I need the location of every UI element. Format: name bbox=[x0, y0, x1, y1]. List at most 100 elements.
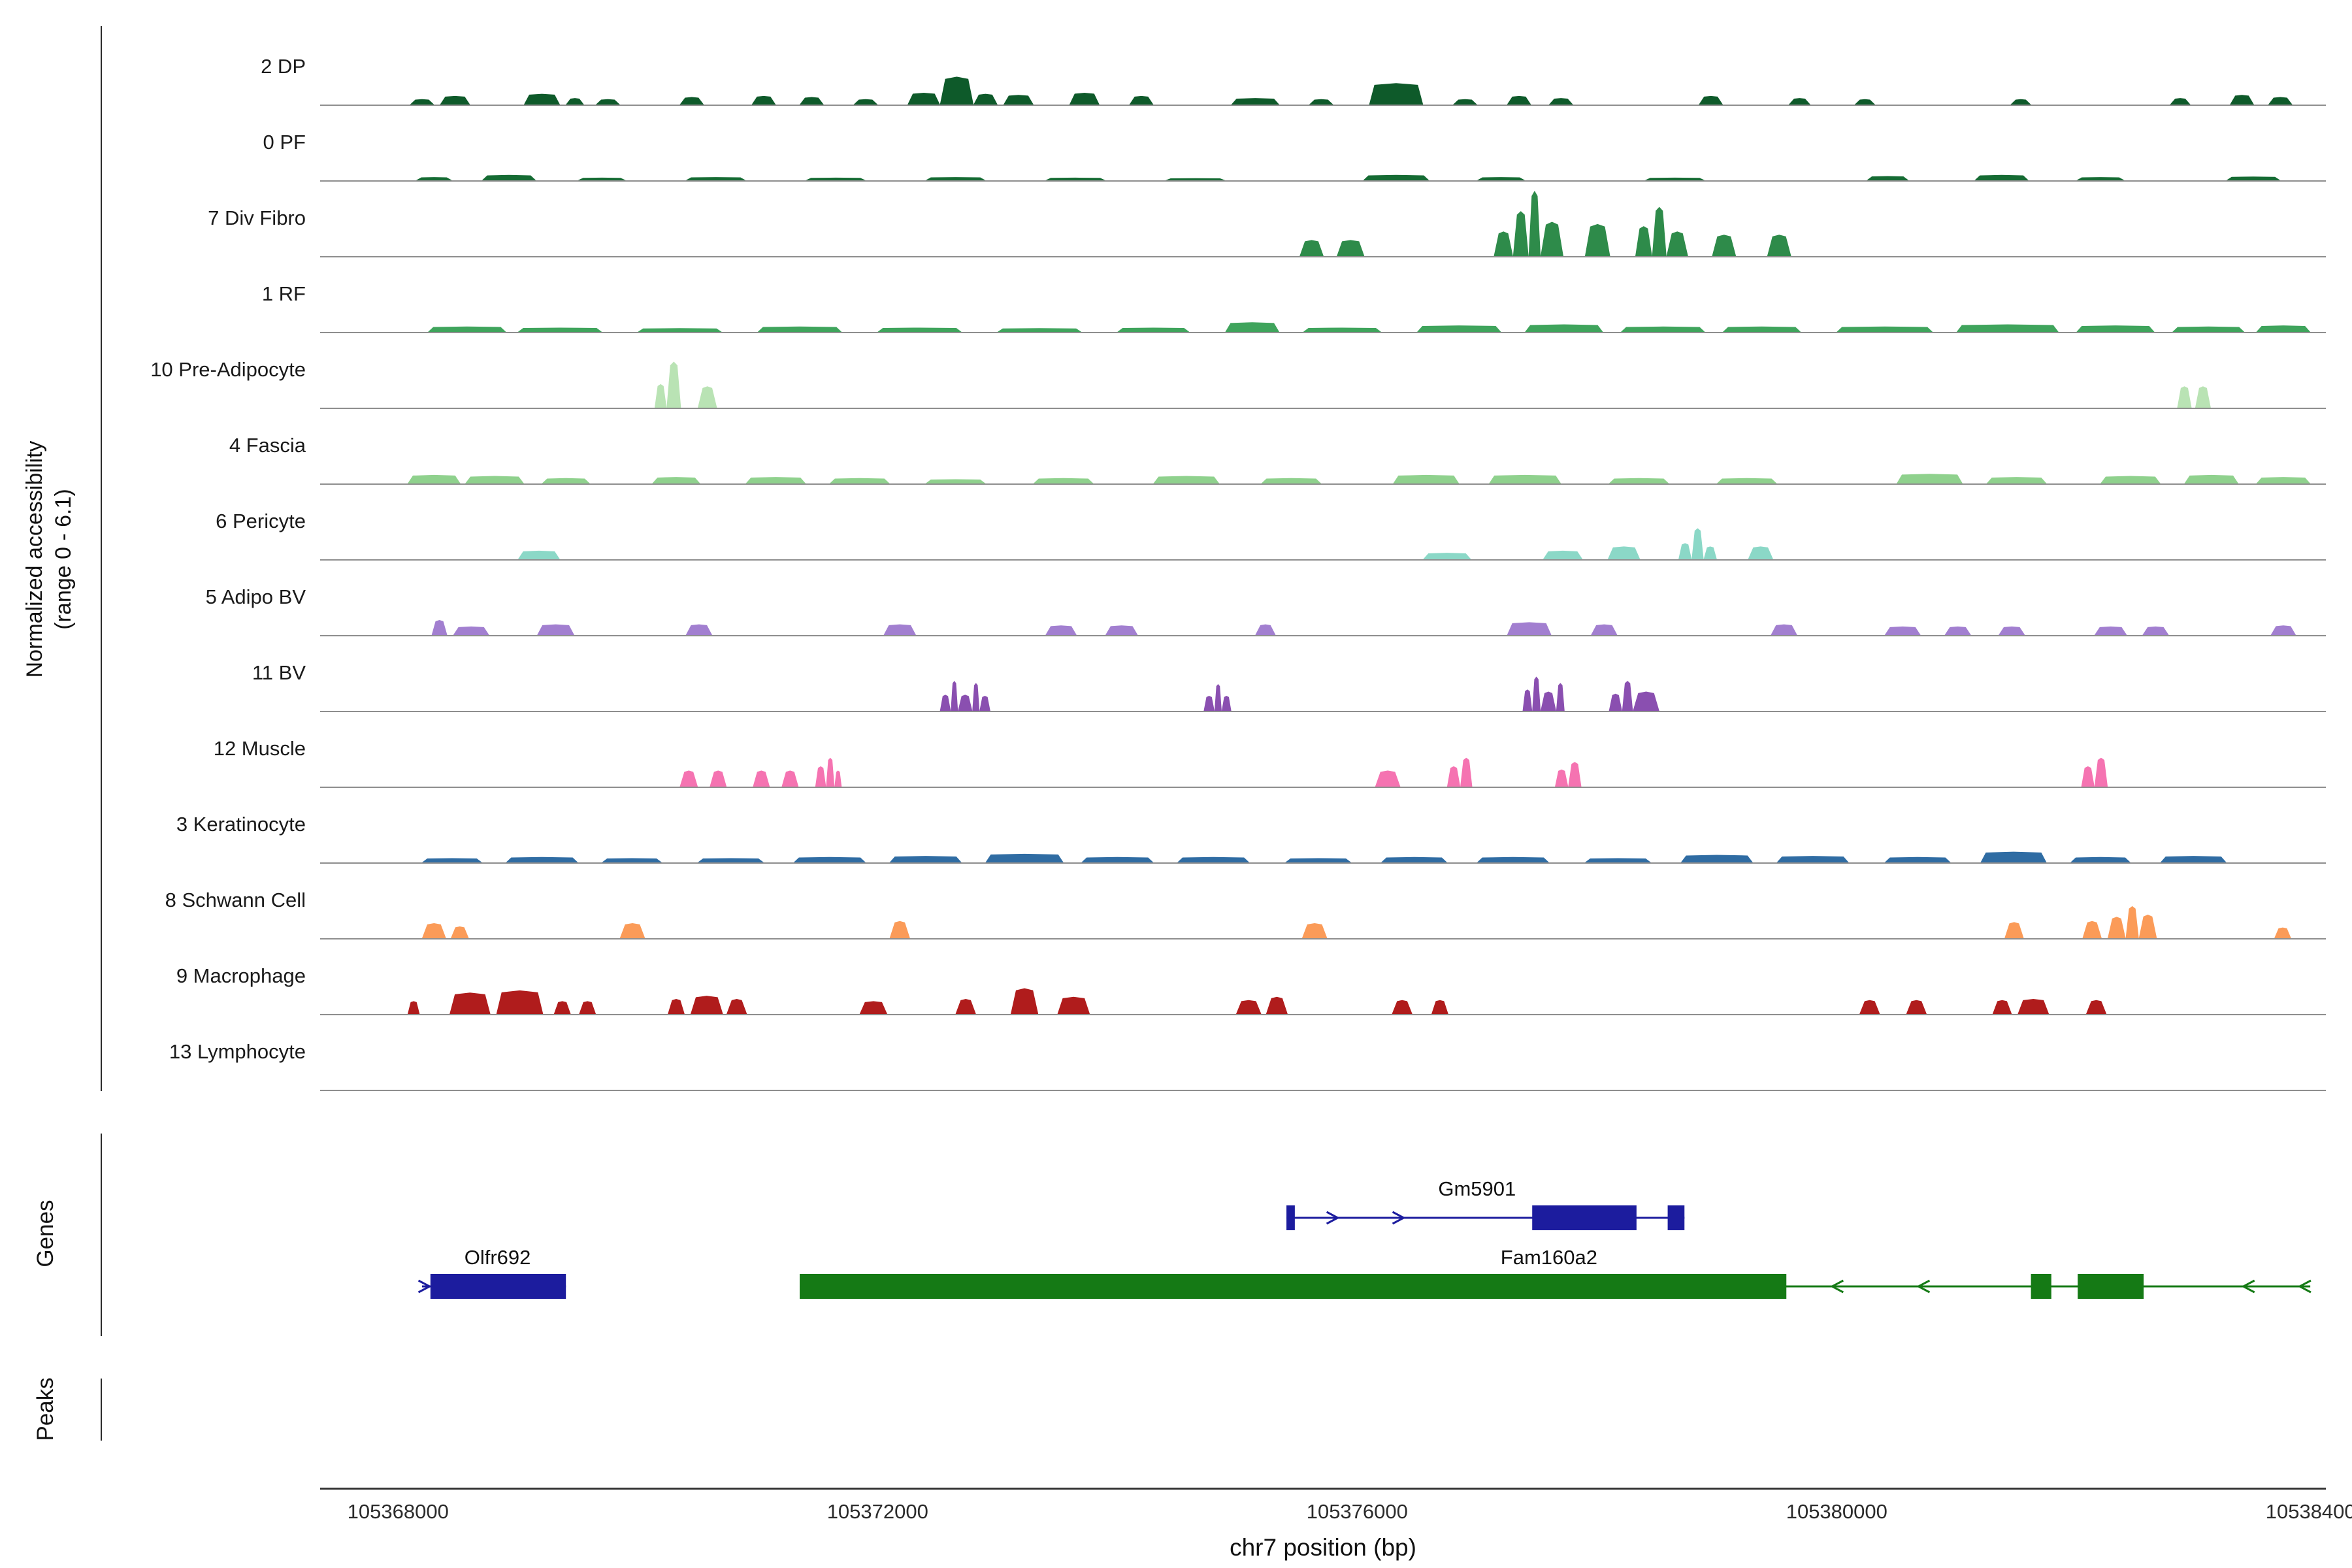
signal-segment bbox=[596, 99, 620, 105]
signal-segment bbox=[883, 624, 917, 635]
signal-segment bbox=[1652, 206, 1667, 256]
track-baseline bbox=[320, 559, 2326, 561]
signal-segment bbox=[1532, 676, 1541, 711]
signal-segment bbox=[1703, 546, 1717, 559]
signal-segment bbox=[1010, 988, 1039, 1014]
signal-segment bbox=[2184, 474, 2239, 483]
track-baseline bbox=[320, 105, 2326, 106]
signal-segment bbox=[793, 857, 866, 862]
track-label-4-fascia: 4 Fascia bbox=[229, 434, 306, 457]
strand-arrow-icon bbox=[1830, 1279, 1844, 1294]
x-tick-label: 105380000 bbox=[1786, 1500, 1887, 1523]
track-signal-7-div-fibro bbox=[1299, 191, 1791, 256]
signal-segment bbox=[1999, 626, 2025, 635]
signal-segment bbox=[652, 477, 700, 483]
signal-segment bbox=[421, 923, 446, 938]
track-label-12-muscle: 12 Muscle bbox=[213, 737, 306, 760]
track-label-6-pericyte: 6 Pericyte bbox=[216, 510, 306, 532]
signal-segment bbox=[2094, 626, 2127, 635]
signal-segment bbox=[1057, 996, 1090, 1014]
signal-segment bbox=[1221, 696, 1232, 711]
signal-segment bbox=[1489, 474, 1561, 483]
signal-segment bbox=[449, 992, 491, 1014]
track-signal-12-muscle bbox=[679, 757, 2108, 787]
signal-segment bbox=[2270, 625, 2296, 635]
signal-segment bbox=[2094, 757, 2108, 787]
signal-segment bbox=[1944, 626, 1971, 635]
signal-segment bbox=[2138, 914, 2157, 938]
signal-segment bbox=[2082, 921, 2102, 938]
signal-segment bbox=[1854, 99, 1876, 105]
track-label-9-macrophage: 9 Macrophage bbox=[176, 964, 306, 987]
signal-segment bbox=[2108, 917, 2126, 938]
signal-segment bbox=[925, 177, 986, 180]
signal-segment bbox=[1666, 231, 1688, 256]
gene-exon-gm5901 bbox=[1532, 1205, 1637, 1230]
strand-arrow-icon bbox=[1916, 1279, 1931, 1294]
signal-segment bbox=[1884, 857, 1951, 862]
signal-segment bbox=[1776, 856, 1849, 862]
signal-segment bbox=[1556, 683, 1565, 711]
signal-segment bbox=[542, 478, 590, 483]
signal-segment bbox=[1177, 857, 1250, 862]
track-label-2-dp: 2 DP bbox=[261, 55, 306, 78]
signal-segment bbox=[1837, 326, 1933, 332]
signal-segment bbox=[517, 550, 561, 559]
signal-segment bbox=[2172, 326, 2245, 332]
signal-segment bbox=[679, 97, 704, 105]
gene-exon-fam160a2 bbox=[2078, 1274, 2144, 1299]
track-signal-1-rf bbox=[428, 322, 2311, 332]
signal-segment bbox=[800, 97, 824, 105]
signal-segment bbox=[2160, 856, 2227, 862]
signal-segment bbox=[1621, 326, 1705, 332]
signal-segment bbox=[1507, 622, 1552, 635]
signal-segment bbox=[1460, 757, 1473, 787]
signal-segment bbox=[1974, 174, 2029, 180]
signal-segment bbox=[685, 177, 746, 180]
signal-segment bbox=[2004, 922, 2024, 938]
signal-segment bbox=[578, 177, 626, 180]
track-signal-2-dp bbox=[410, 76, 2293, 105]
signal-segment bbox=[451, 926, 469, 938]
strand-arrow-icon bbox=[1392, 1211, 1406, 1225]
signal-segment bbox=[2070, 857, 2131, 862]
x-axis-title: chr7 position (bp) bbox=[1230, 1534, 1416, 1561]
signal-segment bbox=[955, 999, 976, 1014]
x-tick-label: 105376000 bbox=[1306, 1500, 1408, 1523]
signal-segment bbox=[1105, 625, 1138, 635]
signal-segment bbox=[2085, 1000, 2107, 1014]
signal-segment bbox=[482, 174, 536, 180]
signal-segment bbox=[2142, 626, 2169, 635]
strand-arrow-icon bbox=[417, 1279, 432, 1294]
signal-segment bbox=[1525, 324, 1603, 332]
signal-segment bbox=[2125, 906, 2139, 938]
track-label-5-adipo-bv: 5 Adipo BV bbox=[205, 585, 306, 608]
signal-segment bbox=[958, 694, 973, 711]
track-signal-4-fascia bbox=[407, 474, 2311, 483]
signal-segment bbox=[951, 681, 958, 711]
track-baseline bbox=[320, 1090, 2326, 1091]
signal-segment bbox=[853, 99, 878, 105]
signal-segment bbox=[698, 386, 717, 408]
gene-exon-gm5901 bbox=[1667, 1205, 1685, 1230]
signal-segment bbox=[1906, 1000, 1927, 1014]
track-label-11-bv: 11 BV bbox=[252, 661, 306, 684]
signal-segment bbox=[1225, 322, 1280, 332]
track-baseline bbox=[320, 711, 2326, 712]
peaks-axis-line bbox=[101, 1379, 102, 1441]
signal-segment bbox=[1635, 226, 1652, 256]
signal-segment bbox=[1417, 325, 1501, 332]
signal-segment bbox=[566, 98, 584, 105]
track-label-1-rf: 1 RF bbox=[261, 282, 306, 305]
signal-segment bbox=[973, 93, 998, 105]
signal-segment bbox=[1081, 857, 1154, 862]
tracks-axis-line bbox=[101, 26, 102, 1091]
signal-segment bbox=[654, 384, 667, 408]
signal-segment bbox=[829, 478, 890, 483]
signal-segment bbox=[1633, 691, 1659, 711]
gene-exon-fam160a2 bbox=[2031, 1274, 2051, 1299]
signal-segment bbox=[410, 99, 434, 105]
signal-segment bbox=[1303, 327, 1381, 332]
signal-segment bbox=[2100, 476, 2161, 483]
